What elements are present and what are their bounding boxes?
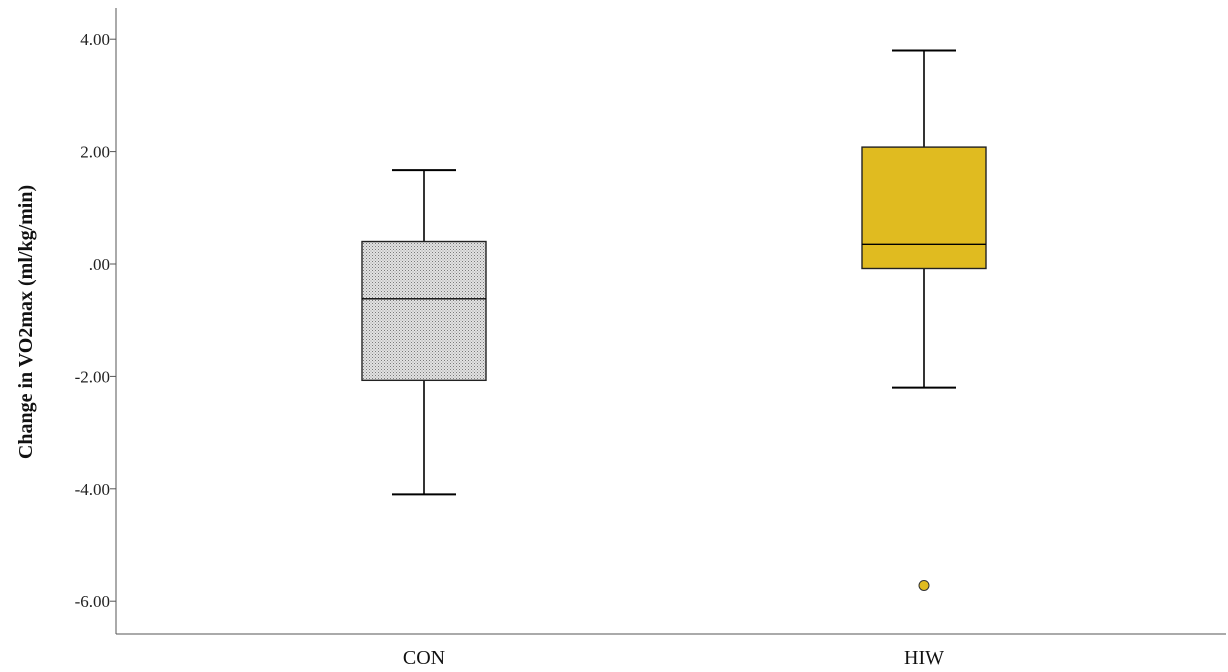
x-category-label: CON — [403, 647, 445, 669]
y-tick-label: -4.00 — [75, 480, 110, 499]
y-tick-label: -6.00 — [75, 592, 110, 611]
axes — [115, 8, 1226, 635]
y-tick-label: 4.00 — [80, 30, 110, 49]
iqr-box — [861, 146, 987, 270]
y-axis-title: Change in VO2max (ml/kg/min) — [15, 185, 37, 459]
box-series — [361, 49, 987, 591]
outlier-point — [918, 579, 930, 591]
y-tick-label: 2.00 — [80, 143, 110, 162]
y-ticks: -6.00 -4.00 -2.00 .00 2.00 4.00 — [75, 30, 116, 611]
x-category-labels: CON HIW — [403, 647, 944, 669]
x-category-label: HIW — [904, 647, 944, 669]
box-hiw — [861, 49, 987, 591]
box-con — [361, 169, 487, 496]
y-tick-label: .00 — [89, 255, 110, 274]
iqr-box — [361, 240, 487, 382]
y-tick-label: -2.00 — [75, 367, 110, 386]
